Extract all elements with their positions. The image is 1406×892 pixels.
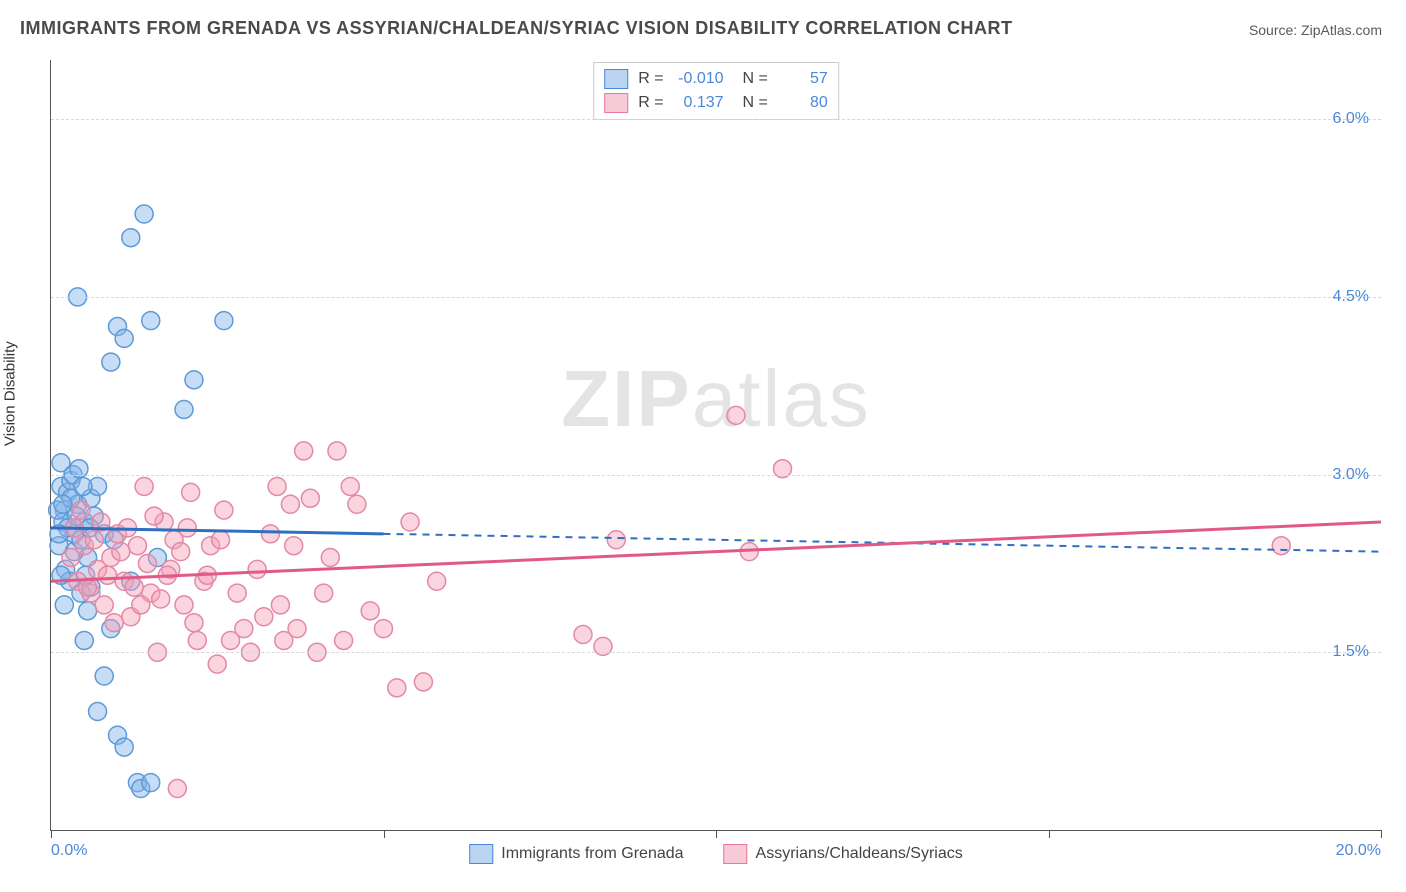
data-point bbox=[185, 371, 203, 389]
data-point bbox=[208, 655, 226, 673]
data-point bbox=[95, 596, 113, 614]
data-point bbox=[105, 614, 123, 632]
data-point bbox=[75, 631, 93, 649]
data-point bbox=[99, 566, 117, 584]
data-point bbox=[95, 667, 113, 685]
data-point bbox=[188, 631, 206, 649]
data-point bbox=[74, 477, 92, 495]
data-point bbox=[271, 596, 289, 614]
gridline bbox=[51, 475, 1381, 476]
data-point bbox=[215, 501, 233, 519]
data-point bbox=[255, 608, 273, 626]
data-point bbox=[361, 602, 379, 620]
data-point bbox=[138, 554, 156, 572]
plot-area: ZIPatlas R = -0.010 N = 57 R = 0.137 N =… bbox=[50, 60, 1381, 831]
data-point bbox=[414, 673, 432, 691]
data-point bbox=[235, 620, 253, 638]
legend-item: Assyrians/Chaldeans/Syriacs bbox=[724, 844, 963, 864]
legend-label: Assyrians/Chaldeans/Syriacs bbox=[756, 845, 963, 863]
y-tick-label: 3.0% bbox=[1333, 466, 1369, 484]
x-tick-label: 20.0% bbox=[1336, 842, 1381, 860]
data-point bbox=[175, 400, 193, 418]
gridline bbox=[51, 297, 1381, 298]
data-point bbox=[727, 406, 745, 424]
data-point bbox=[348, 495, 366, 513]
data-point bbox=[128, 537, 146, 555]
data-point bbox=[212, 531, 230, 549]
data-point bbox=[328, 442, 346, 460]
data-point bbox=[115, 738, 133, 756]
data-point bbox=[295, 442, 313, 460]
data-point bbox=[228, 584, 246, 602]
y-tick-label: 1.5% bbox=[1333, 643, 1369, 661]
data-point bbox=[285, 537, 303, 555]
data-point bbox=[175, 596, 193, 614]
legend-item: Immigrants from Grenada bbox=[469, 844, 683, 864]
data-point bbox=[178, 519, 196, 537]
scatter-svg bbox=[51, 60, 1381, 830]
data-point bbox=[79, 602, 97, 620]
data-point bbox=[122, 229, 140, 247]
x-tick bbox=[384, 830, 385, 838]
gridline bbox=[51, 652, 1381, 653]
data-point bbox=[52, 454, 70, 472]
data-point bbox=[145, 507, 163, 525]
x-tick bbox=[1049, 830, 1050, 838]
data-point bbox=[341, 477, 359, 495]
x-tick-label: 0.0% bbox=[51, 842, 87, 860]
data-point bbox=[115, 329, 133, 347]
data-point bbox=[85, 531, 103, 549]
y-tick-label: 4.5% bbox=[1333, 288, 1369, 306]
x-tick bbox=[716, 830, 717, 838]
x-tick bbox=[51, 830, 52, 838]
data-point bbox=[321, 549, 339, 567]
data-point bbox=[215, 312, 233, 330]
data-point bbox=[268, 477, 286, 495]
data-point bbox=[281, 495, 299, 513]
data-point bbox=[261, 525, 279, 543]
legend-series: Immigrants from Grenada Assyrians/Chalde… bbox=[469, 844, 962, 864]
data-point bbox=[1272, 537, 1290, 555]
data-point bbox=[132, 596, 150, 614]
x-tick bbox=[1381, 830, 1382, 838]
data-point bbox=[135, 477, 153, 495]
swatch-icon bbox=[469, 844, 493, 864]
data-point bbox=[152, 590, 170, 608]
data-point bbox=[301, 489, 319, 507]
data-point bbox=[335, 631, 353, 649]
data-point bbox=[55, 596, 73, 614]
data-point bbox=[142, 312, 160, 330]
y-tick-label: 6.0% bbox=[1333, 110, 1369, 128]
data-point bbox=[89, 703, 107, 721]
data-point bbox=[72, 501, 90, 519]
swatch-icon bbox=[724, 844, 748, 864]
source-label: Source: ZipAtlas.com bbox=[1249, 22, 1382, 38]
gridline bbox=[51, 119, 1381, 120]
data-point bbox=[375, 620, 393, 638]
data-point bbox=[315, 584, 333, 602]
y-axis-label: Vision Disability bbox=[2, 341, 19, 446]
data-point bbox=[607, 531, 625, 549]
data-point bbox=[401, 513, 419, 531]
data-point bbox=[428, 572, 446, 590]
data-point bbox=[248, 560, 266, 578]
data-point bbox=[142, 774, 160, 792]
data-point bbox=[388, 679, 406, 697]
data-point bbox=[185, 614, 203, 632]
legend-label: Immigrants from Grenada bbox=[501, 845, 683, 863]
data-point bbox=[54, 495, 72, 513]
data-point bbox=[288, 620, 306, 638]
data-point bbox=[135, 205, 153, 223]
data-point bbox=[172, 543, 190, 561]
data-point bbox=[102, 353, 120, 371]
data-point bbox=[168, 780, 186, 798]
data-point bbox=[182, 483, 200, 501]
chart-title: IMMIGRANTS FROM GRENADA VS ASSYRIAN/CHAL… bbox=[20, 18, 1013, 39]
data-point bbox=[112, 543, 130, 561]
data-point bbox=[125, 578, 143, 596]
data-point bbox=[574, 626, 592, 644]
